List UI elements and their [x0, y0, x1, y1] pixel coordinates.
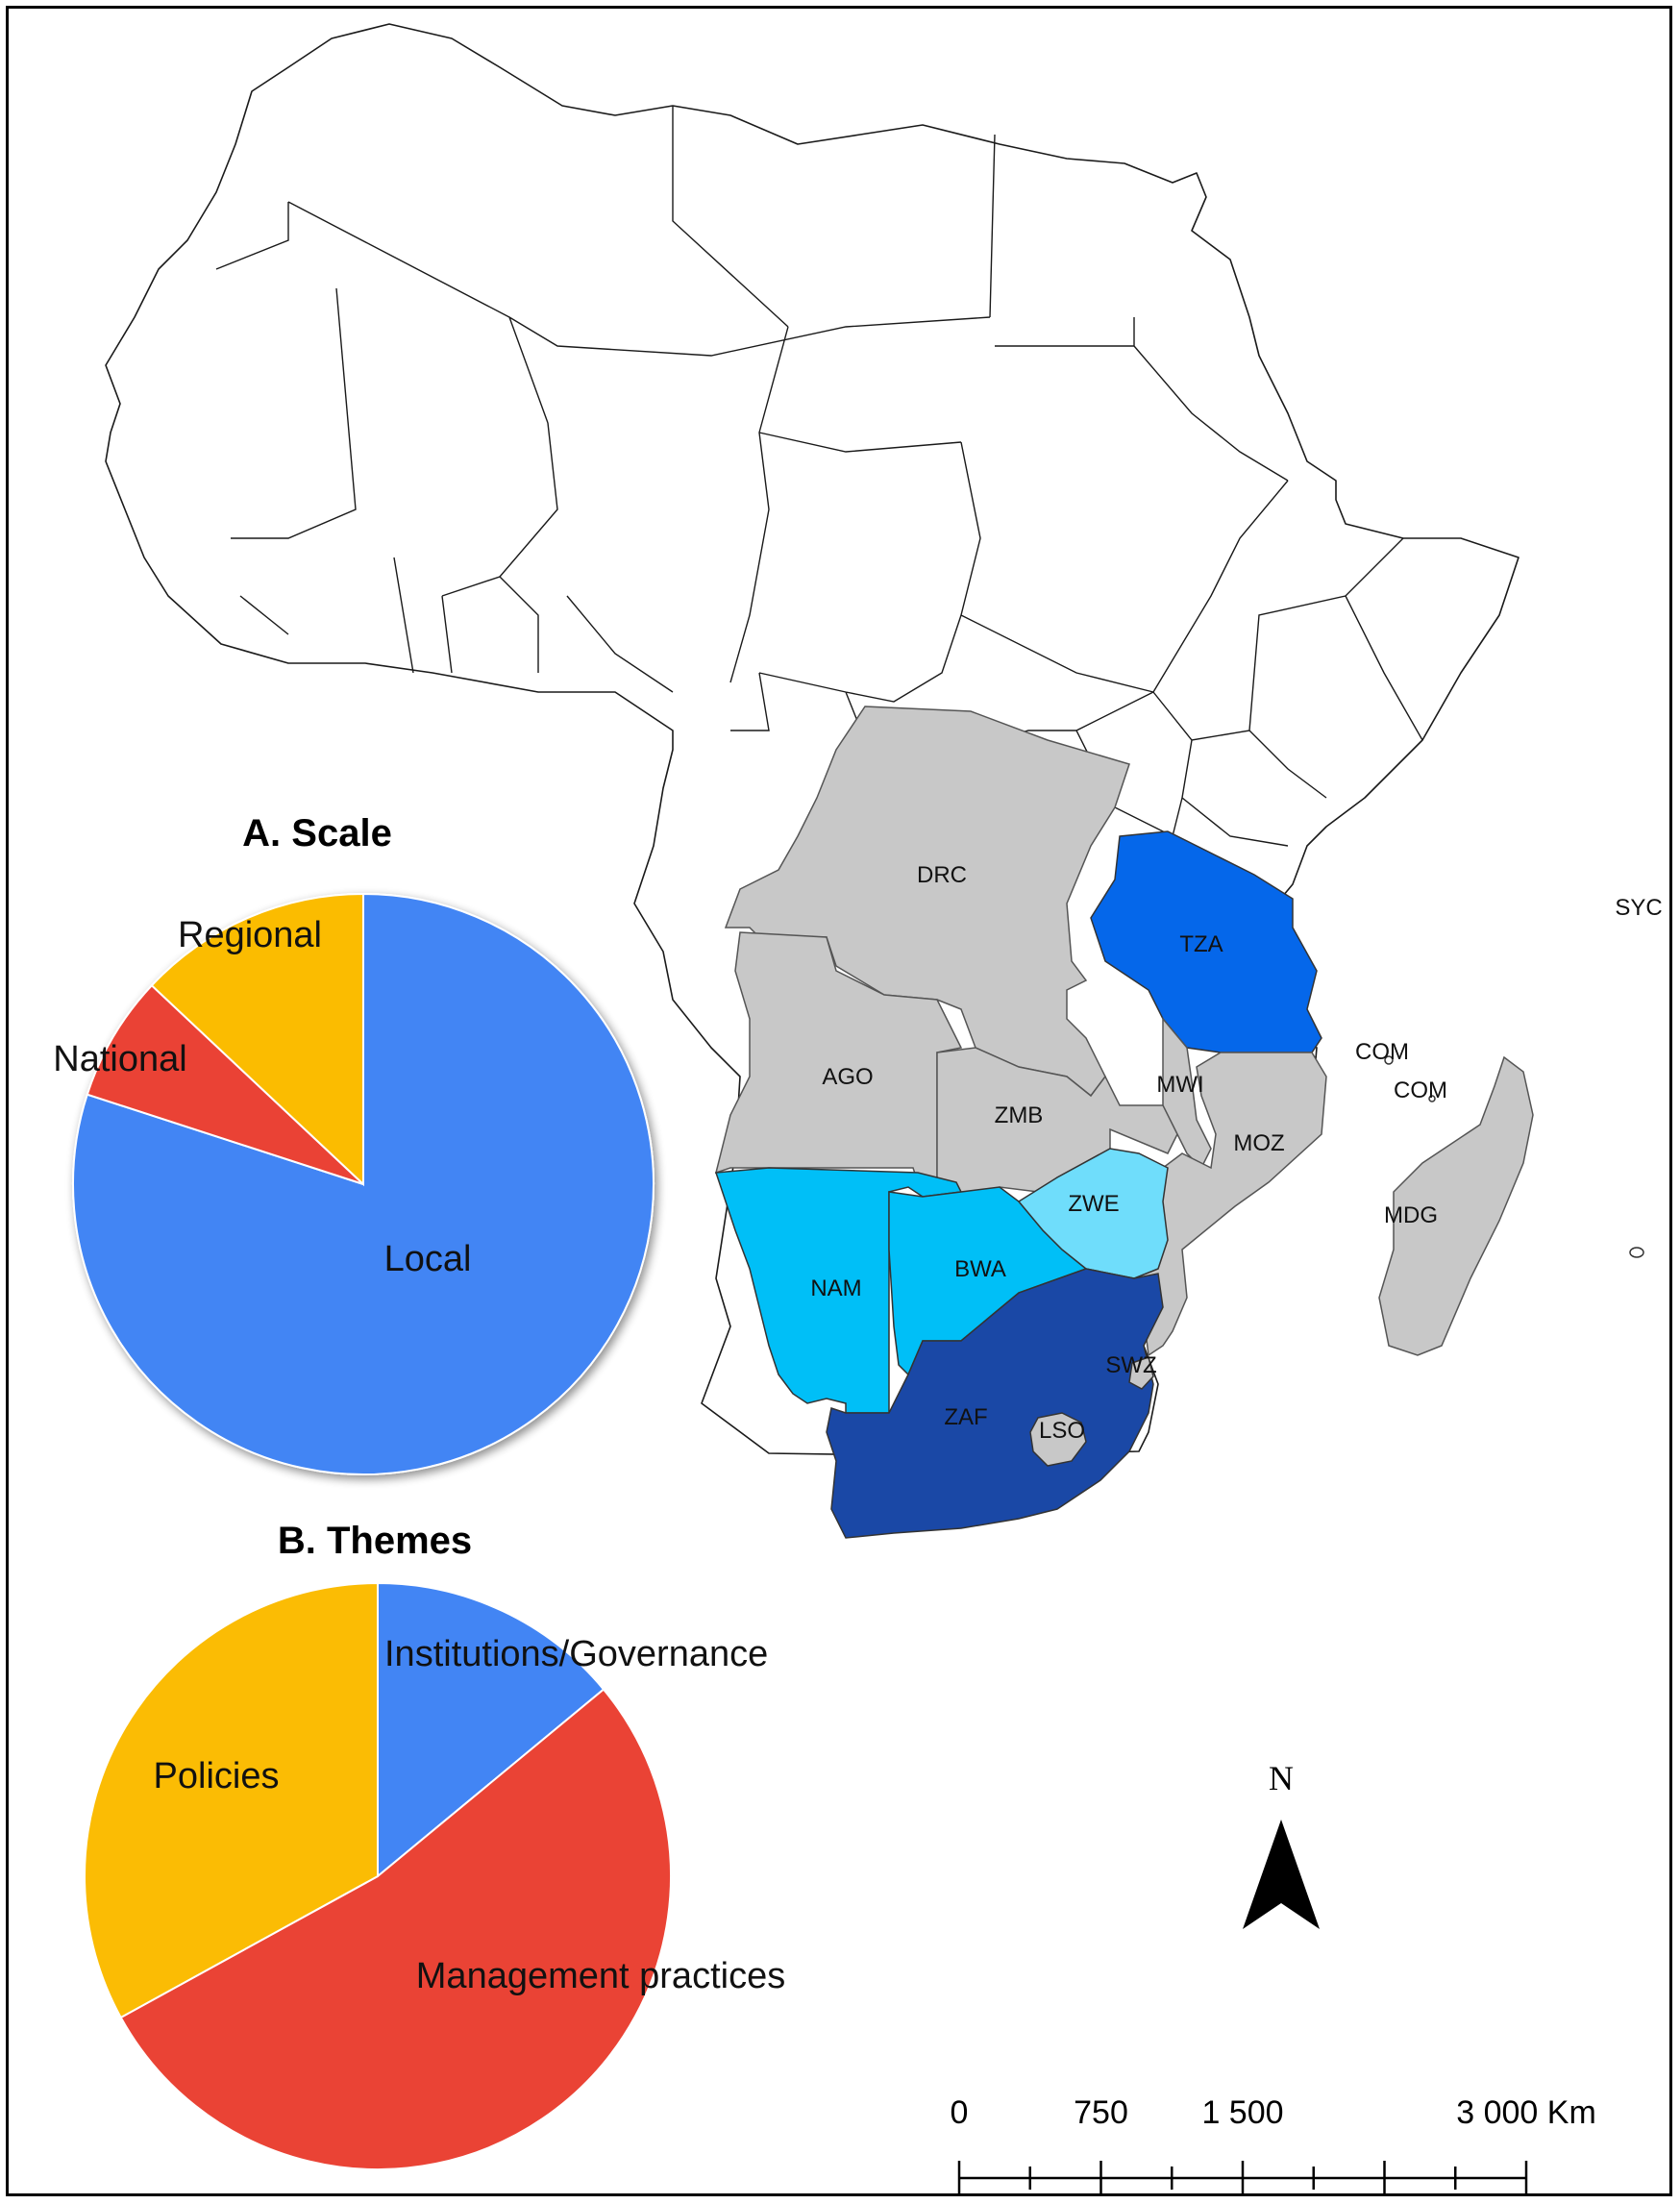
island-marker — [1384, 1055, 1394, 1065]
pie-label: National — [53, 1039, 186, 1079]
study-countries — [714, 706, 1327, 1539]
country-zwe — [1017, 1148, 1169, 1279]
pie-label: Institutions/Governance — [384, 1634, 768, 1674]
country-label-com: COM — [1355, 1039, 1409, 1065]
pie-label: Regional — [178, 915, 322, 955]
country-nam — [714, 1167, 963, 1414]
country-label-lso: LSO — [1039, 1418, 1085, 1444]
country-label-zaf: ZAF — [944, 1404, 987, 1430]
pie-label: Local — [384, 1239, 472, 1279]
pie-label: Management practices — [416, 1956, 785, 1996]
scale-bar-label: 0 — [951, 2094, 969, 2131]
country-label-syc: SYC — [1615, 895, 1662, 921]
country-labels: DRC TZA SYC AGO MWI ZMB COM COM MOZ ZWE MDG NAM BWA S… — [810, 862, 1662, 1444]
pie-slice-institutions-governance — [377, 1581, 605, 1879]
scale-bar-label: 750 — [1074, 2094, 1128, 2131]
country-label-com: COM — [1394, 1077, 1447, 1103]
scale-bar-label: 1 500 — [1201, 2094, 1283, 2131]
pie-slice-policies — [84, 1581, 379, 2019]
pie-label: Policies — [154, 1756, 280, 1796]
pie-chart-themes: B. Themes Institutions/Governance Managem… — [84, 1520, 785, 2170]
country-label-ago: AGO — [822, 1064, 873, 1090]
chart-title: B. Themes — [278, 1520, 472, 1562]
country-label-zwe: ZWE — [1068, 1191, 1119, 1217]
country-label-tza: TZA — [1179, 931, 1223, 957]
pie-chart-scale: A. Scale Local National Regional — [53, 812, 655, 1475]
scale-bar: 0 750 1 500 3 000 Km — [951, 2094, 1596, 2195]
country-label-nam: NAM — [810, 1275, 861, 1301]
pie-slice-regional — [150, 892, 364, 1187]
north-arrow: N — [1243, 1759, 1320, 1929]
country-label-zmb: ZMB — [995, 1102, 1044, 1128]
country-label-bwa: BWA — [954, 1256, 1006, 1282]
country-zaf — [826, 1268, 1164, 1539]
country-label-drc: DRC — [917, 862, 967, 888]
chart-title: A. Scale — [242, 812, 392, 854]
madagascar — [1378, 1055, 1534, 1356]
country-label-moz: MOZ — [1233, 1130, 1284, 1156]
pie-slice-management-practices — [119, 1688, 672, 2170]
pie-slice-national — [86, 983, 364, 1185]
country-lso — [1029, 1412, 1087, 1467]
country-swz — [1128, 1356, 1154, 1390]
island-marker — [1428, 1095, 1436, 1102]
country-label-swz: SWZ — [1105, 1352, 1156, 1378]
island-marker — [1629, 1247, 1644, 1258]
north-arrow-icon — [1243, 1820, 1320, 1929]
north-arrow-label: N — [1269, 1759, 1294, 1797]
country-label-mdg: MDG — [1384, 1202, 1438, 1228]
scale-bar-label: 3 000 Km — [1456, 2094, 1596, 2131]
country-label-mwi: MWI — [1156, 1072, 1203, 1098]
